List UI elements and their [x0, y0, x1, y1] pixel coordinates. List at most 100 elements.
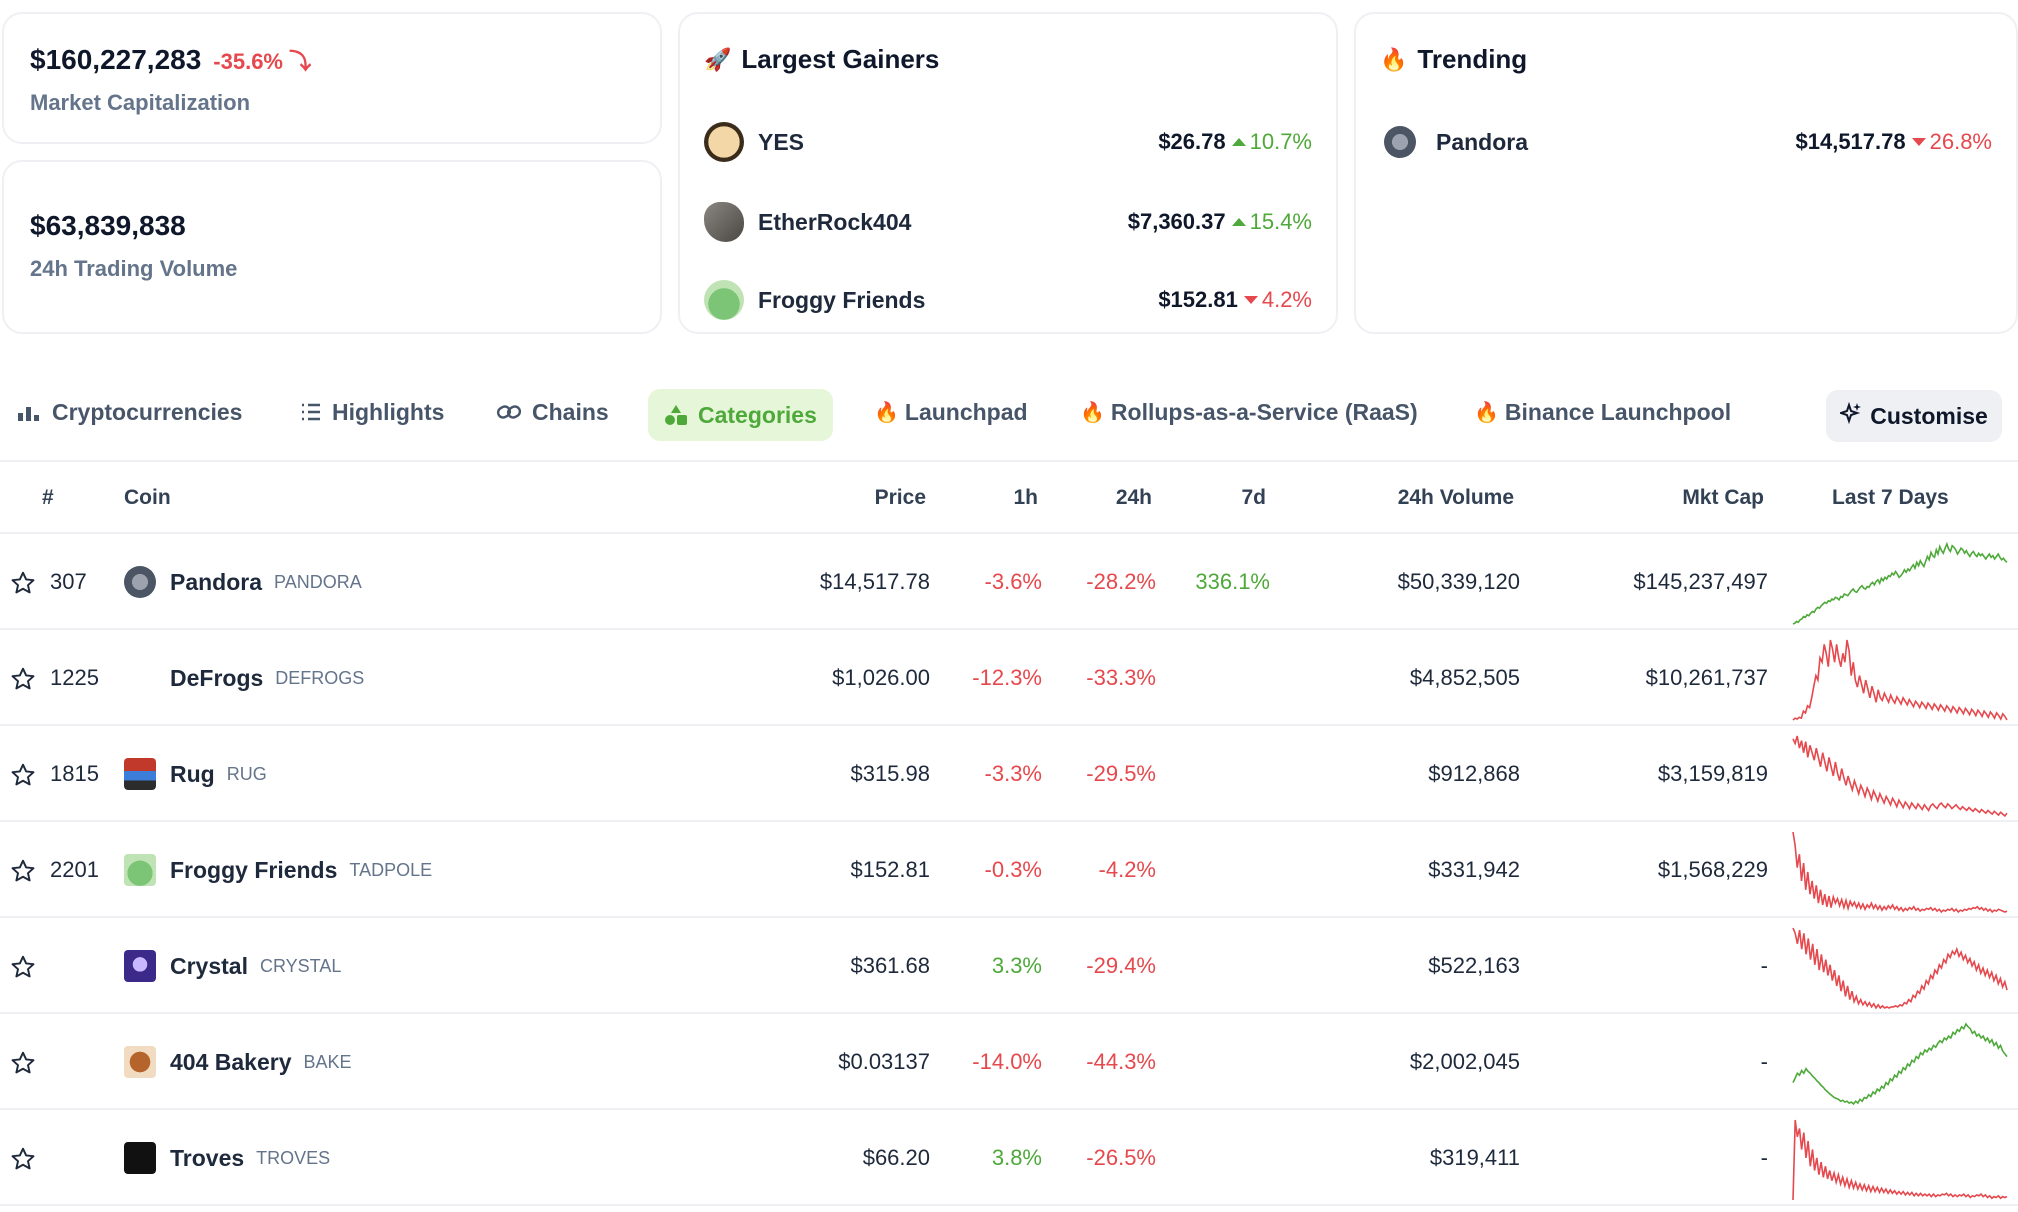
coin-name[interactable]: Froggy Friends [170, 856, 338, 883]
header-24h-volume[interactable]: 24h Volume [1397, 486, 1514, 509]
table-row[interactable]: 404 Bakery BAKE $0.03137 -14.0% -44.3% $… [0, 1012, 2018, 1108]
rock-coin-icon [704, 202, 744, 242]
price-cell: $66.20 [862, 1145, 930, 1170]
change-7d-cell [1156, 630, 1270, 726]
caret-down-icon [1911, 138, 1926, 146]
coin-cell[interactable]: Troves TROVES [124, 1110, 330, 1206]
change-1h-cell: 3.8% [991, 1145, 1042, 1170]
coin-cell[interactable]: Pandora PANDORA [124, 534, 362, 630]
coin-cell[interactable]: Crystal CRYSTAL [124, 918, 341, 1014]
bakery-coin-icon [124, 1046, 156, 1078]
sparkline-chart [1792, 541, 2008, 625]
header-7d[interactable]: 7d [1241, 486, 1266, 509]
coin-name[interactable]: Crystal [170, 952, 248, 979]
price-cell: $14,517.78 [819, 569, 930, 594]
header-coin[interactable]: Coin [124, 486, 171, 509]
table-row[interactable]: 1815 Rug RUG $315.98 -3.3% -29.5% $912,8… [0, 724, 2018, 820]
table-row[interactable]: Crystal CRYSTAL $361.68 3.3% -29.4% $522… [0, 916, 2018, 1012]
header-24h[interactable]: 24h [1115, 486, 1152, 509]
volume-cell: $912,868 [1428, 761, 1520, 786]
header-price[interactable]: Price [874, 486, 926, 509]
price-cell: $0.03137 [838, 1049, 930, 1074]
tab-label: Categories [698, 401, 817, 428]
tabs-divider [0, 460, 2018, 462]
header-mkt-cap[interactable]: Mkt Cap [1682, 486, 1764, 509]
coin-name[interactable]: 404 Bakery [170, 1048, 292, 1075]
tab-chains[interactable]: Chains [480, 385, 625, 439]
sparkline-line [1792, 541, 2008, 625]
coin-cell[interactable]: DeFrogs DEFROGS [124, 630, 364, 726]
tab-raas[interactable]: 🔥 Rollups-as-a-Service (RaaS) [1064, 385, 1434, 439]
coin-name[interactable]: DeFrogs [170, 664, 264, 691]
gainer-row[interactable]: Froggy Friends $152.81 4.2% [704, 272, 1312, 328]
coin-name[interactable]: Rug [170, 760, 215, 787]
change-24h-cell: -33.3% [1086, 665, 1156, 690]
header-1h[interactable]: 1h [1013, 486, 1038, 509]
table-row[interactable]: 307 Pandora PANDORA $14,517.78 -3.6% -28… [0, 532, 2018, 628]
market-cap-card: $160,227,283 -35.6% ⤵ Market Capitalizati… [2, 12, 662, 144]
rocket-icon: 🚀 [704, 46, 732, 72]
pandora-coin-icon [124, 566, 156, 598]
table-row[interactable]: 1225 DeFrogs DEFROGS $1,026.00 -12.3% -3… [0, 628, 2018, 724]
trending-title-text: Trending [1417, 44, 1528, 74]
star-icon[interactable] [10, 858, 36, 884]
coin-symbol: PANDORA [274, 571, 362, 592]
gainer-change: 15.4% [1231, 209, 1312, 235]
sparkline-chart [1792, 927, 2008, 1010]
tab-highlights[interactable]: Highlights [284, 385, 460, 439]
volume-label: 24h Trading Volume [30, 256, 238, 281]
pandora-coin-icon [1384, 126, 1416, 158]
gainer-row[interactable]: YES $26.78 10.7% [704, 114, 1312, 170]
fire-icon: 🔥 [874, 401, 899, 424]
star-icon[interactable] [10, 570, 36, 596]
header-last-7-days: Last 7 Days [1832, 486, 1949, 509]
volume-cell: $522,163 [1428, 953, 1520, 978]
trending-row[interactable]: Pandora $14,517.78 26.8% [1380, 114, 1992, 170]
rug-coin-icon [124, 758, 156, 790]
tab-cryptocurrencies[interactable]: Cryptocurrencies [0, 385, 258, 439]
tab-launchpad[interactable]: 🔥 Launchpad [858, 385, 1044, 439]
sparkle-icon [1838, 401, 1862, 430]
gainer-name: Froggy Friends [758, 286, 926, 313]
table-row[interactable]: 2201 Froggy Friends TADPOLE $152.81 -0.3… [0, 820, 2018, 916]
frog-coin-icon [704, 280, 744, 320]
gainer-price: $152.81 [1158, 287, 1238, 312]
trending-card[interactable]: 🔥 Trending Pandora $14,517.78 26.8% [1354, 12, 2018, 334]
trending-title[interactable]: 🔥 Trending [1380, 44, 1527, 75]
coin-name[interactable]: Pandora [170, 568, 263, 595]
tab-label: Launchpad [904, 398, 1028, 425]
star-icon[interactable] [10, 666, 36, 692]
change-24h-cell: -44.3% [1086, 1049, 1156, 1074]
sparkline-line [1792, 831, 2008, 914]
table-row[interactable]: Troves TROVES $66.20 3.8% -26.5% $319,41… [0, 1108, 2018, 1204]
change-24h-cell: -26.5% [1086, 1145, 1156, 1170]
price-cell: $315.98 [850, 761, 930, 786]
fire-icon: 🔥 [1380, 46, 1408, 72]
largest-gainers-title[interactable]: 🚀 Largest Gainers [704, 44, 939, 75]
volume-cell: $2,002,045 [1409, 1049, 1520, 1074]
star-icon[interactable] [10, 1050, 36, 1076]
coin-name[interactable]: Troves [170, 1144, 245, 1171]
gainer-row[interactable]: EtherRock404 $7,360.37 15.4% [704, 194, 1312, 250]
market-cap-change: -35.6% ⤵ [213, 49, 312, 74]
tab-categories[interactable]: Categories [648, 389, 833, 441]
coin-symbol: TROVES [256, 1147, 331, 1168]
header-rank[interactable]: # [42, 486, 54, 509]
change-24h-cell: -29.4% [1086, 953, 1156, 978]
customise-button[interactable]: Customise [1826, 390, 2002, 442]
coin-cell[interactable]: Rug RUG [124, 726, 267, 822]
star-icon[interactable] [10, 954, 36, 980]
coin-cell[interactable]: Froggy Friends TADPOLE [124, 822, 432, 918]
tab-binance-launchpool[interactable]: 🔥 Binance Launchpool [1458, 385, 1747, 439]
fire-icon: 🔥 [1080, 401, 1105, 424]
link-icon [496, 401, 522, 423]
table-bottom-divider [0, 1204, 2018, 1206]
star-icon[interactable] [10, 1146, 36, 1172]
star-icon[interactable] [10, 762, 36, 788]
change-7d-cell [1156, 1014, 1270, 1110]
list-icon [300, 401, 322, 423]
largest-gainers-card[interactable]: 🚀 Largest Gainers YES $26.78 10.7% Ether… [678, 12, 1338, 334]
mkt-cap-cell: - [1760, 1145, 1768, 1170]
coin-cell[interactable]: 404 Bakery BAKE [124, 1014, 352, 1110]
arrow-down-right-icon: ⤵ [283, 49, 312, 74]
